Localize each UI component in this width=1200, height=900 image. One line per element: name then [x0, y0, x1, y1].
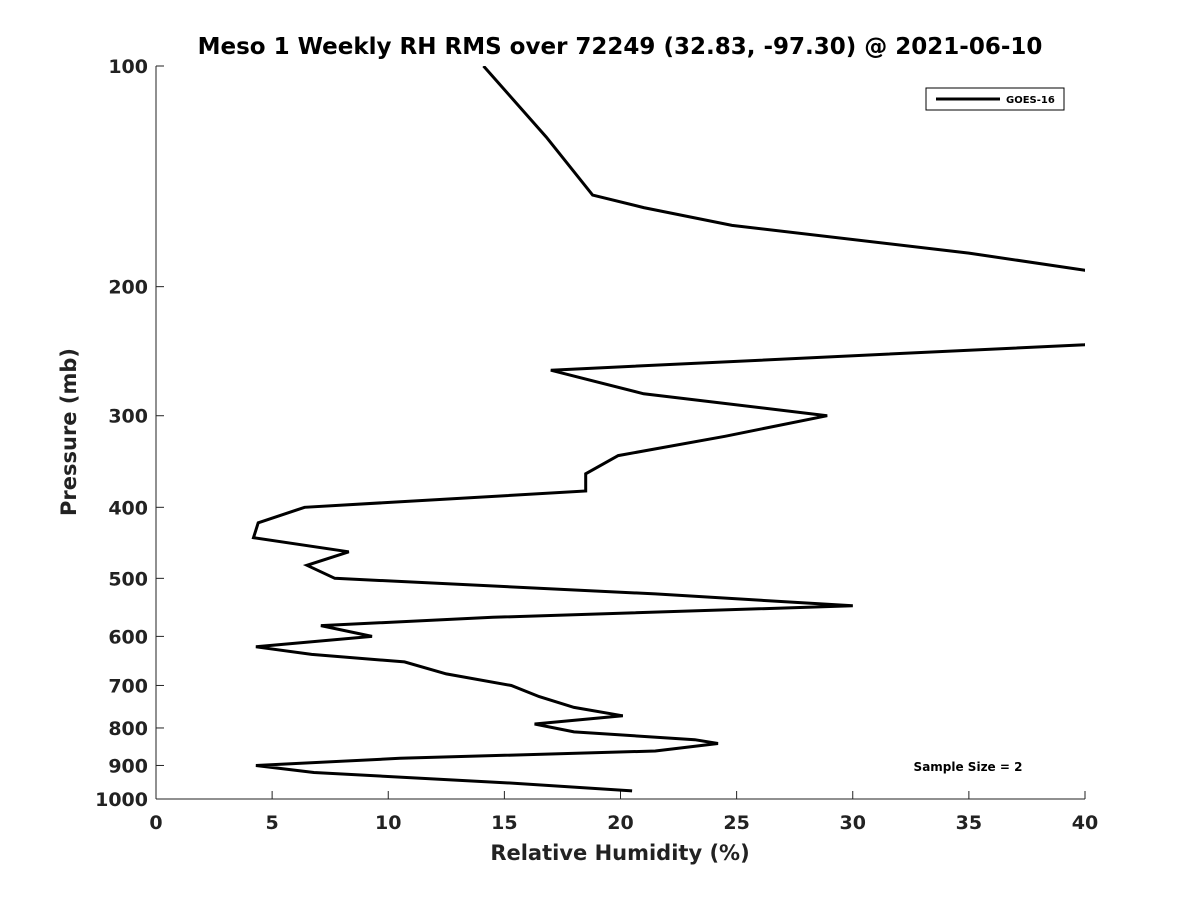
x-ticks: 0 5 10 15 20 25 30 35 40 — [149, 791, 1098, 834]
x-tick-label: 35 — [956, 812, 982, 834]
series-line-goes-16 — [251, 66, 1085, 793]
y-tick-label: 700 — [108, 675, 148, 697]
y-tick-label: 900 — [108, 755, 148, 777]
y-tick-label: 100 — [108, 56, 148, 78]
y-tick-label: 500 — [108, 568, 148, 590]
y-tick-label: 800 — [108, 718, 148, 740]
y-tick-label: 200 — [108, 277, 148, 299]
x-tick-label: 5 — [266, 812, 279, 834]
x-tick-label: 0 — [149, 812, 162, 834]
y-tick-label: 600 — [108, 626, 148, 648]
x-tick-label: 10 — [375, 812, 401, 834]
y-tick-label: 300 — [108, 406, 148, 428]
x-tick-label: 20 — [607, 812, 633, 834]
x-axis-label: Relative Humidity (%) — [490, 841, 749, 865]
sample-size-annotation: Sample Size = 2 — [914, 760, 1023, 774]
chart-title: Meso 1 Weekly RH RMS over 72249 (32.83, … — [198, 34, 1043, 60]
plot-frame — [156, 66, 1085, 799]
legend-label: GOES-16 — [1006, 95, 1055, 106]
x-tick-label: 30 — [840, 812, 866, 834]
y-axis-label: Pressure (mb) — [57, 348, 81, 516]
x-tick-label: 40 — [1072, 812, 1098, 834]
y-tick-label: 400 — [108, 497, 148, 519]
x-tick-label: 25 — [723, 812, 749, 834]
y-tick-label: 1000 — [95, 789, 148, 811]
legend: GOES-16 — [925, 87, 1065, 111]
y-ticks: 100 200 300 400 500 600 700 800 900 1000 — [95, 56, 164, 811]
x-tick-label: 15 — [491, 812, 517, 834]
